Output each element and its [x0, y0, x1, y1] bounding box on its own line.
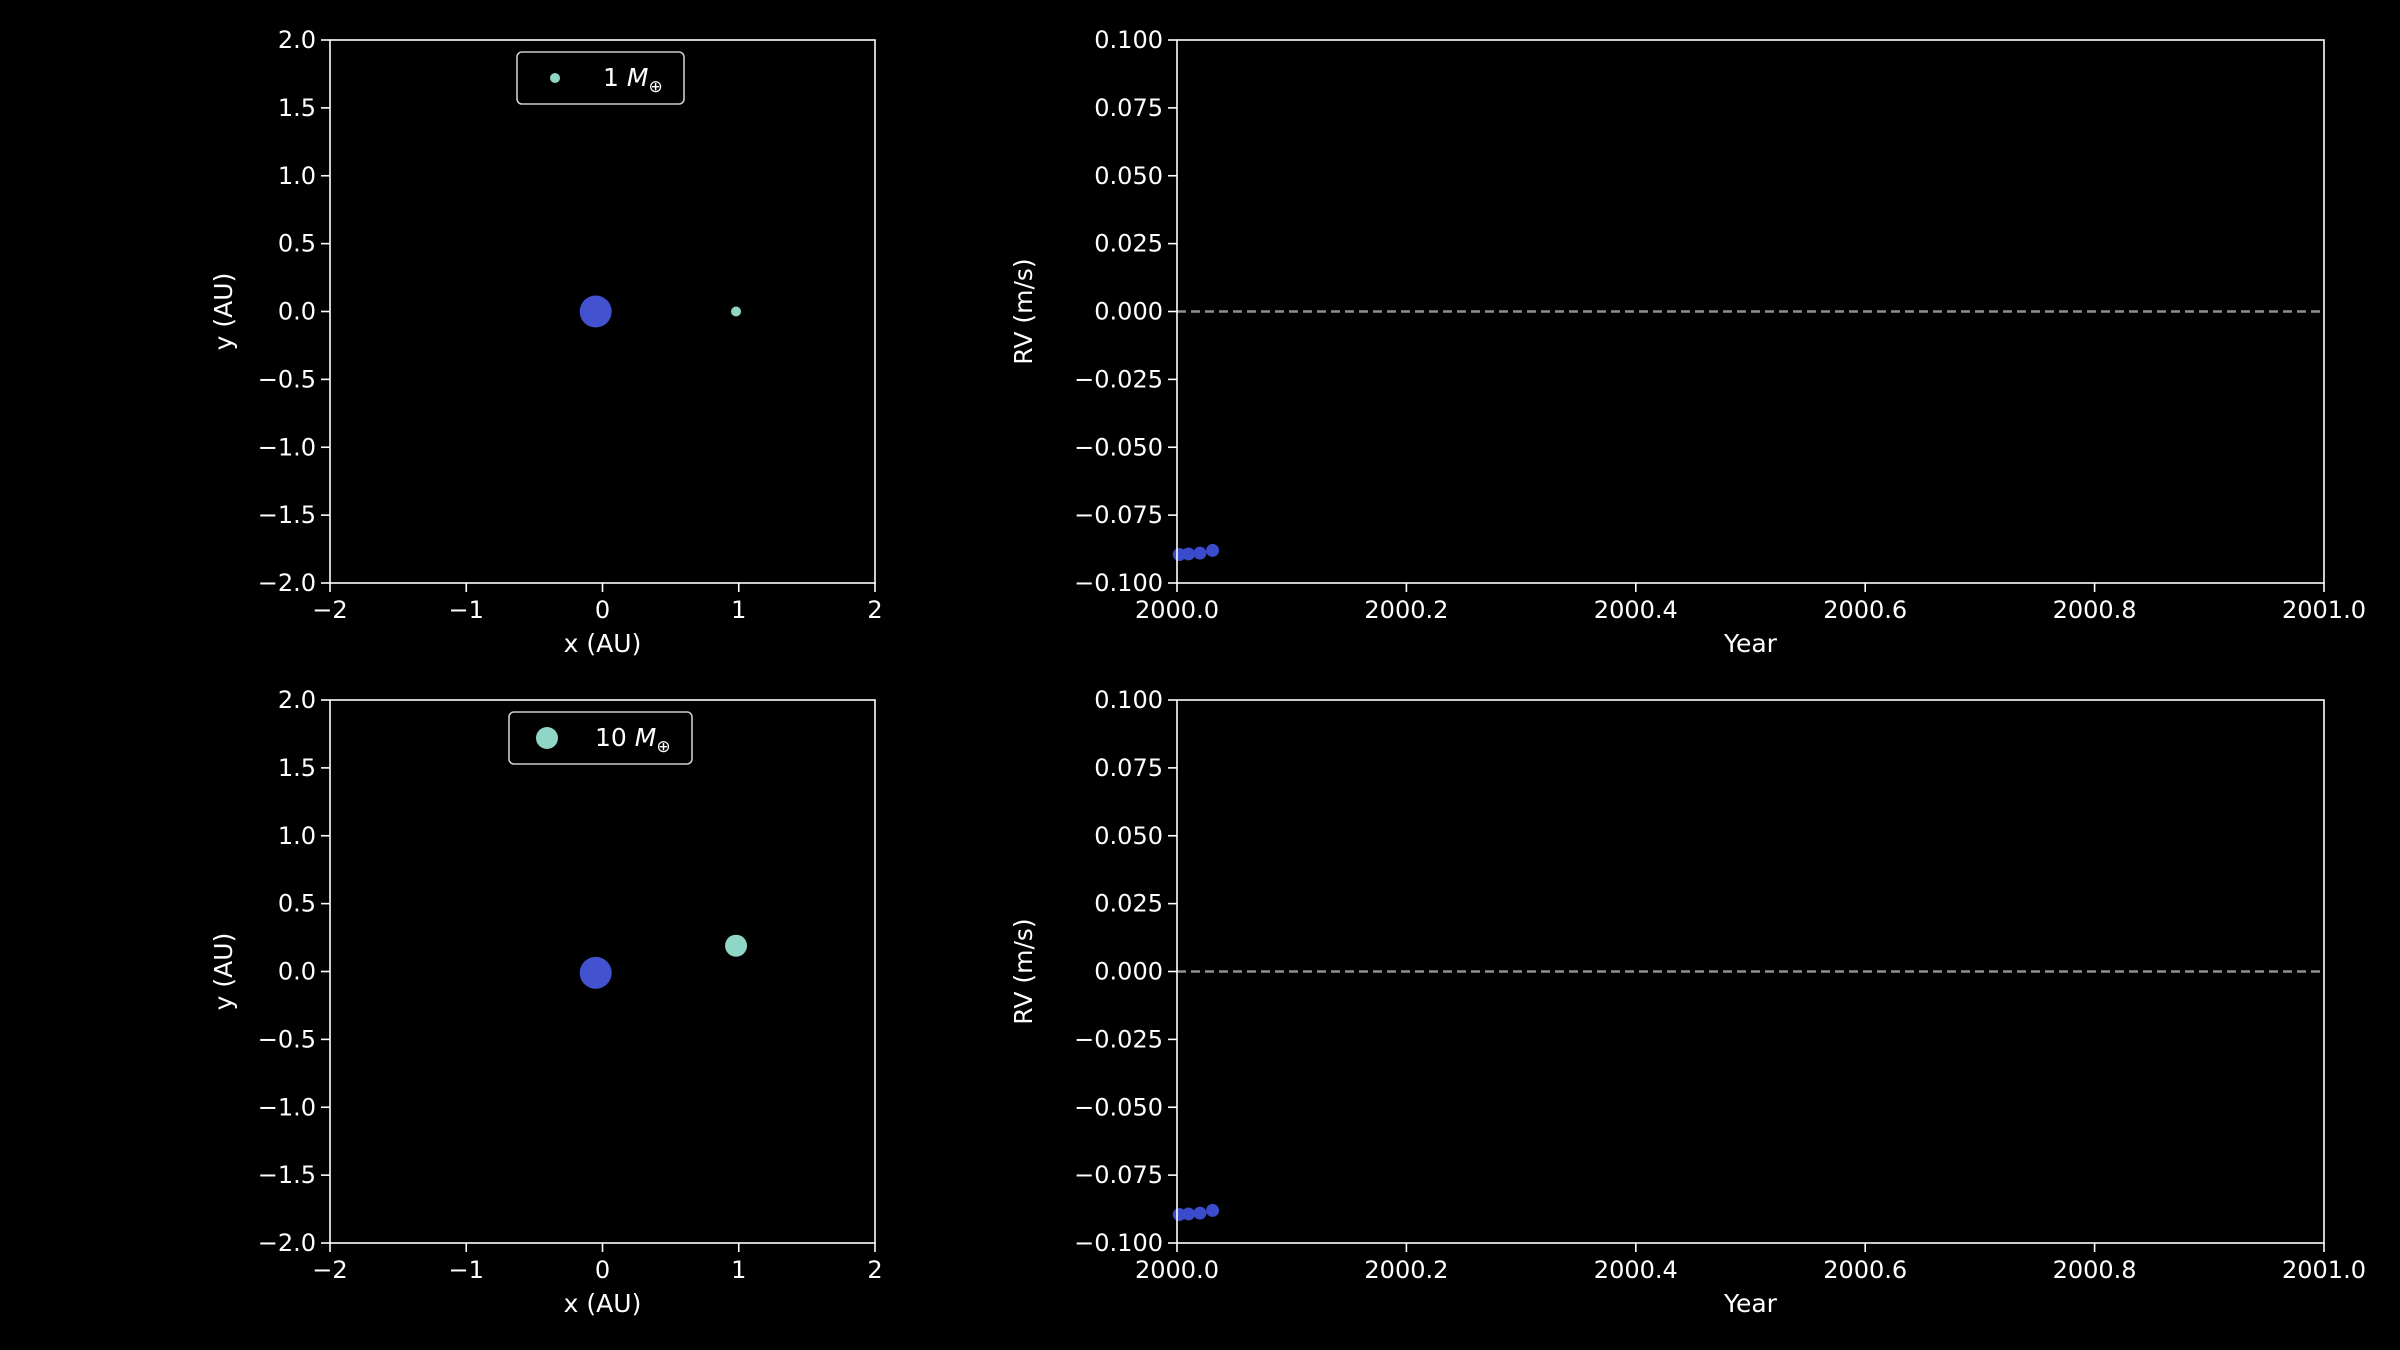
- y-axis-label: RV (m/s): [1009, 918, 1038, 1024]
- y-tick-label: 0.000: [1094, 958, 1163, 986]
- y-tick-label: 0.5: [278, 230, 316, 258]
- x-tick-label: 2000.8: [2053, 596, 2137, 624]
- y-tick-label: −2.0: [258, 1229, 316, 1257]
- legend: 10 M⊕: [508, 711, 693, 765]
- legend: 1 M⊕: [516, 51, 685, 105]
- subplot-4: 2000.0 2000.2 2000.4 2000.6 2000.8 2001.0 0.10…: [1009, 686, 2366, 1318]
- x-axis-label: Year: [1723, 1289, 1778, 1318]
- rv-point: [1181, 1207, 1195, 1221]
- legend-label: 1 M⊕: [603, 63, 663, 97]
- y-tick-label: −0.025: [1074, 365, 1163, 393]
- rv-point: [1181, 547, 1195, 561]
- planet-marker: [731, 306, 742, 317]
- planet-marker: [725, 934, 748, 957]
- y-tick-label: 1.0: [278, 822, 316, 850]
- y-tick-label: 0.050: [1094, 822, 1163, 850]
- legend-box: [516, 51, 685, 105]
- star-marker: [579, 956, 612, 989]
- rv-point: [1193, 1206, 1207, 1220]
- y-tick-label: 0.0: [278, 958, 316, 986]
- legend-label: 10 M⊕: [595, 723, 671, 757]
- rv-point: [1206, 543, 1220, 557]
- y-tick-label: 0.100: [1094, 26, 1163, 54]
- subplot-3: −2 −1 0 1 2 2.0 1.5 1.0 0.5 0.0 −0.5 −1.0 −1.5 −2.0 x …: [209, 686, 883, 1318]
- x-tick-label: 2: [867, 1256, 882, 1284]
- y-tick-label: −0.075: [1074, 1161, 1163, 1189]
- x-tick-label: −1: [449, 1256, 484, 1284]
- legend-marker: [536, 727, 558, 749]
- y-tick-label: −1.5: [258, 1161, 316, 1189]
- y-tick-label: −0.100: [1074, 569, 1163, 597]
- y-tick-label: −2.0: [258, 569, 316, 597]
- rv-point: [1193, 546, 1207, 560]
- y-tick-label: 1.5: [278, 94, 316, 122]
- y-tick-label: 0.075: [1094, 754, 1163, 782]
- legend-symbol: M: [635, 723, 657, 752]
- y-tick-label: −0.5: [258, 1025, 316, 1053]
- x-axis-label: x (AU): [564, 1289, 642, 1318]
- legend-box: [508, 711, 693, 765]
- subplot-1: −2 −1 0 1 2 2.0 1.5 1.0 0.5 0.0 −0.5 −1.0 −1.5 −2.0 x …: [209, 26, 883, 658]
- x-tick-label: 1: [731, 1256, 746, 1284]
- y-tick-label: −0.100: [1074, 1229, 1163, 1257]
- legend-marker: [550, 73, 560, 83]
- legend-number: 10: [595, 723, 635, 752]
- y-tick-label: 0.025: [1094, 890, 1163, 918]
- x-tick-label: 2001.0: [2282, 596, 2366, 624]
- y-tick-label: −1.0: [258, 433, 316, 461]
- y-tick-label: −1.0: [258, 1093, 316, 1121]
- legend-number: 1: [603, 63, 627, 92]
- y-tick-label: 0.0: [278, 298, 316, 326]
- rv-point: [1206, 1203, 1220, 1217]
- x-tick-label: 2000.0: [1135, 1256, 1219, 1284]
- rv-point: [1172, 547, 1186, 561]
- x-tick-label: 0: [595, 1256, 610, 1284]
- legend-subscript: ⊕: [656, 737, 670, 757]
- y-tick-label: −1.5: [258, 501, 316, 529]
- y-tick-label: 1.5: [278, 754, 316, 782]
- star-marker: [579, 295, 612, 328]
- y-axis-label: y (AU): [209, 273, 238, 351]
- y-tick-label: −0.025: [1074, 1025, 1163, 1053]
- y-tick-label: 2.0: [278, 686, 316, 714]
- y-tick-label: 0.050: [1094, 162, 1163, 190]
- x-axis-label: x (AU): [564, 629, 642, 658]
- x-tick-label: −1: [449, 596, 484, 624]
- x-tick-label: 2000.2: [1364, 596, 1448, 624]
- y-tick-label: 0.025: [1094, 230, 1163, 258]
- x-tick-label: 2: [867, 596, 882, 624]
- y-axis-label: y (AU): [209, 933, 238, 1011]
- x-tick-label: 2000.2: [1364, 1256, 1448, 1284]
- x-tick-label: 2000.6: [1823, 1256, 1907, 1284]
- legend-symbol: M: [627, 63, 649, 92]
- x-tick-label: −2: [312, 596, 347, 624]
- x-tick-label: 2001.0: [2282, 1256, 2366, 1284]
- y-tick-label: 1.0: [278, 162, 316, 190]
- y-tick-label: 0.100: [1094, 686, 1163, 714]
- x-axis-label: Year: [1723, 629, 1778, 658]
- y-tick-label: 0.5: [278, 890, 316, 918]
- x-tick-label: 1: [731, 596, 746, 624]
- y-tick-label: 0.000: [1094, 298, 1163, 326]
- y-tick-label: −0.5: [258, 365, 316, 393]
- x-tick-label: −2: [312, 1256, 347, 1284]
- legend-subscript: ⊕: [648, 77, 662, 97]
- subplot-2: 2000.0 2000.2 2000.4 2000.6 2000.8 2001.0 0.10…: [1009, 26, 2366, 658]
- x-tick-label: 2000.4: [1594, 1256, 1678, 1284]
- y-tick-label: −0.075: [1074, 501, 1163, 529]
- y-tick-label: 2.0: [278, 26, 316, 54]
- y-tick-label: 0.075: [1094, 94, 1163, 122]
- rv-point: [1172, 1207, 1186, 1221]
- x-tick-label: 2000.8: [2053, 1256, 2137, 1284]
- subplots-group: −2 −1 0 1 2 2.0 1.5 1.0 0.5 0.0 −0.5 −1.0 −1.5 −2.0 x …: [209, 26, 2366, 1318]
- x-tick-label: 2000.4: [1594, 596, 1678, 624]
- x-tick-label: 0: [595, 596, 610, 624]
- y-tick-label: −0.050: [1074, 1093, 1163, 1121]
- x-tick-label: 2000.0: [1135, 596, 1219, 624]
- y-axis-label: RV (m/s): [1009, 258, 1038, 364]
- x-tick-label: 2000.6: [1823, 596, 1907, 624]
- y-tick-label: −0.050: [1074, 433, 1163, 461]
